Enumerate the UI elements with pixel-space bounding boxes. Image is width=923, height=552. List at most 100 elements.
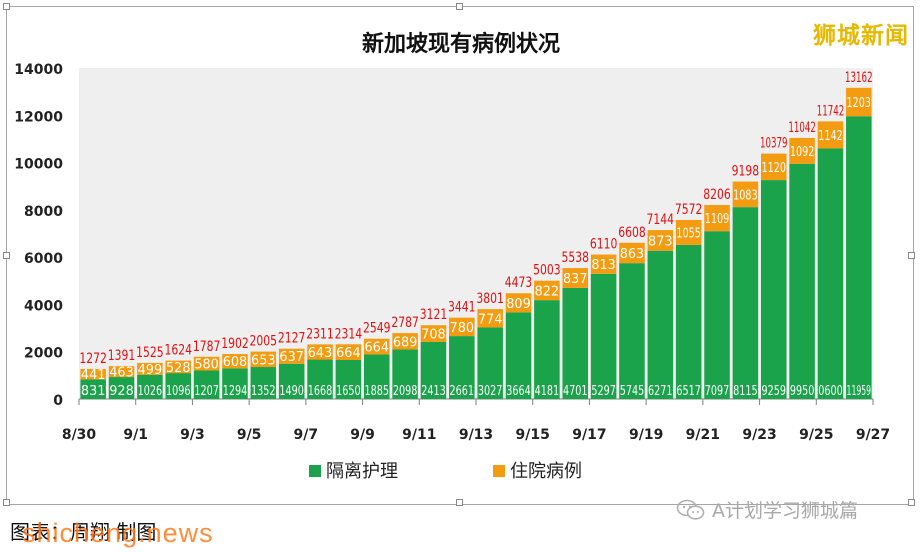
resize-handle-left-mid[interactable] [3,252,10,259]
total-data-label: 3121 [420,307,448,323]
bar-hospital [165,360,192,374]
total-data-label: 2314 [335,326,363,342]
bar-isolation [562,287,589,399]
x-tick-label: 9/21 [686,427,720,443]
isolation-data-label: 1207 [194,384,219,399]
chart-title: 新加坡现有病例状况 [362,31,560,57]
hospital-data-label: 863 [620,247,645,262]
bar-isolation [335,359,362,399]
total-data-label: 11742 [817,103,845,119]
hospital-data-label: 1083 [733,188,758,203]
bar-hospital [477,309,503,328]
bar-hospital [534,280,560,301]
resize-handle-right-mid[interactable] [908,252,915,259]
isolation-data-label: 7097 [705,384,730,399]
x-tick-label: 9/19 [629,427,663,443]
x-tick-label: 9/13 [459,427,493,443]
isolation-data-label: 1668 [308,384,333,399]
y-tick-label: 4000 [24,298,63,314]
bar-hospital [307,344,333,360]
bar-isolation [222,368,248,399]
y-tick-label: 10000 [14,157,63,173]
bar-hospital [562,268,589,288]
bar-hospital [704,204,730,232]
bar-hospital [732,181,759,208]
resize-handle-bottom-left[interactable] [3,499,10,506]
total-data-label: 9198 [732,164,760,180]
bar-isolation [846,116,872,400]
y-tick-label: 8000 [24,204,63,220]
isolation-data-label: 3664 [506,384,531,399]
hospital-data-label: 528 [166,361,191,376]
bar-isolation [789,163,815,399]
total-data-label: 5538 [561,250,589,266]
bar-hospital [505,293,532,313]
hospital-data-label: 809 [506,297,531,312]
bar-hospital [250,351,277,368]
total-data-label: 10379 [760,136,788,152]
bar-isolation [477,327,503,399]
bar-isolation [449,336,475,399]
hospital-data-label: 664 [364,341,389,356]
hospital-data-label: 1055 [676,226,701,241]
y-tick-label: 2000 [24,346,63,362]
hospital-data-label: 1109 [705,212,730,227]
bar-isolation [760,180,787,399]
bar-hospital [392,333,418,350]
bar-isolation [278,363,305,399]
bar-isolation [420,341,447,399]
isolation-data-label: 6517 [676,384,701,399]
bar-isolation [505,312,532,399]
isolation-data-label: 1096 [166,384,191,399]
bar-isolation [590,273,617,399]
total-data-label: 8206 [703,187,731,203]
bar-isolation [363,354,390,399]
x-tick-label: 9/9 [350,427,375,443]
x-tick-label: 9/11 [402,427,436,443]
resize-handle-top-left[interactable] [3,3,10,10]
total-data-label: 3801 [476,291,504,307]
x-tick-label: 8/30 [62,427,97,443]
bar-hospital [590,254,617,274]
bar-isolation [392,349,418,399]
resize-handle-bottom-mid[interactable] [456,499,463,506]
bar-isolation [675,244,702,399]
wechat-watermark: A计划学习狮城篇 [676,496,858,523]
isolation-data-label: 1352 [251,384,276,399]
legend-swatch-hospital [493,465,505,477]
total-data-label: 2549 [363,321,391,337]
bar-hospital [789,137,815,164]
bar-hospital [420,325,447,342]
hospital-data-label: 653 [251,353,276,368]
resize-handle-top-mid[interactable] [456,3,463,10]
bar-hospital [335,344,362,360]
total-data-label: 1902 [221,336,249,352]
bar-hospital [80,368,106,380]
site-watermark: shicheng.news [22,518,214,548]
bar-hospital [193,356,220,371]
bar-hospital [817,121,844,149]
x-tick-label: 9/3 [180,427,205,443]
hospital-data-label: 499 [138,363,163,378]
isolation-data-label: 5297 [591,384,616,399]
hospital-data-label: 1092 [790,145,815,160]
total-data-label: 7572 [675,202,703,218]
hospital-data-label: 780 [450,321,475,336]
total-data-label: 4473 [505,275,533,291]
isolation-data-label: 928 [109,384,134,399]
isolation-data-label: 9259 [761,384,786,399]
resize-handle-bottom-right[interactable] [908,499,915,506]
bar-isolation [165,373,192,399]
bar-hospital [222,354,248,369]
hospital-data-label: 1120 [761,161,786,176]
y-tick-label: 14000 [14,62,63,78]
isolation-data-label: 2413 [421,384,446,399]
hospital-data-label: 837 [563,272,588,287]
isolation-data-label: 5745 [620,384,645,399]
isolation-data-label: 1026 [138,384,163,399]
total-data-label: 2311 [306,326,334,342]
isolation-data-label: 2661 [450,384,475,399]
bar-hospital [760,153,787,181]
y-tick-label: 6000 [24,251,63,267]
total-data-label: 1525 [136,345,164,361]
